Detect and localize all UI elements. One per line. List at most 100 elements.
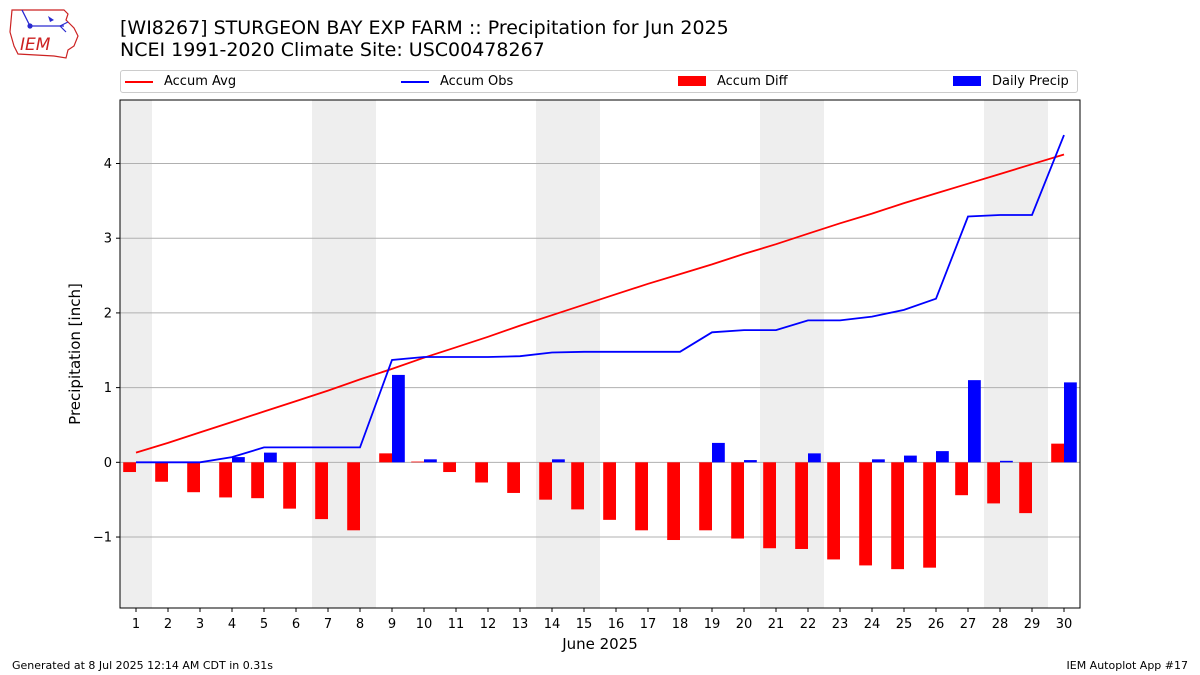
accum-diff-bar [283, 462, 296, 509]
accum-diff-bar [1019, 462, 1032, 514]
daily-precip-bar [264, 452, 277, 463]
accum-diff-bar [411, 461, 424, 463]
x-tick-label: 1 [132, 617, 140, 632]
x-tick-label: 2 [164, 617, 172, 632]
accum-diff-bar [1051, 443, 1064, 463]
x-tick-label: 9 [388, 617, 396, 632]
legend-label-accum-diff: Accum Diff [717, 74, 788, 89]
autoplot-app-label: IEM Autoplot App #17 [1066, 659, 1189, 672]
x-tick-label: 13 [512, 617, 529, 632]
weekend-shade [312, 100, 344, 608]
accum-diff-bar [187, 462, 200, 493]
x-tick-label: 10 [416, 617, 433, 632]
weekend-shade [568, 100, 600, 608]
accum-diff-bar [795, 462, 808, 549]
weekend-shade [1016, 100, 1048, 608]
x-tick-label: 21 [768, 617, 785, 632]
x-tick-label: 29 [1024, 617, 1041, 632]
accum-diff-bar [763, 462, 776, 549]
y-tick-label: 2 [104, 306, 112, 321]
legend-label-accum-obs: Accum Obs [440, 74, 514, 89]
daily-precip-bar [968, 380, 981, 463]
accum-diff-bar [347, 462, 360, 531]
accum-diff-bar [891, 462, 904, 570]
weekend-shade [120, 100, 152, 608]
daily-precip-bar [232, 457, 245, 463]
x-tick-label: 14 [544, 617, 561, 632]
legend-swatch-accum-avg [125, 81, 153, 83]
x-tick-label: 15 [576, 617, 593, 632]
daily-precip-bar [872, 459, 885, 463]
accum-diff-bar [827, 462, 840, 560]
chart-legend: Accum Avg Accum Obs Accum Diff Daily Pre… [120, 70, 1078, 93]
accum-diff-bar [475, 462, 488, 483]
daily-precip-bar [808, 453, 821, 463]
x-tick-label: 5 [260, 617, 268, 632]
daily-precip-bar [936, 451, 949, 463]
x-tick-label: 25 [896, 617, 913, 632]
daily-precip-bar [1000, 460, 1013, 463]
accum-diff-bar [955, 462, 968, 496]
x-tick-label: 26 [928, 617, 945, 632]
chart-title: [WI8267] STURGEON BAY EXP FARM :: Precip… [120, 17, 729, 39]
y-tick-label: 3 [104, 232, 112, 247]
daily-precip-bar [1064, 382, 1077, 463]
legend-label-daily-precip: Daily Precip [992, 74, 1069, 89]
chart-subtitle: NCEI 1991-2020 Climate Site: USC00478267 [120, 39, 545, 61]
y-tick-label: 0 [104, 456, 112, 471]
x-tick-label: 20 [736, 617, 753, 632]
daily-precip-bar [904, 455, 917, 463]
y-axis-label: Precipitation [inch] [66, 283, 84, 425]
accum-diff-bar [443, 462, 456, 473]
x-tick-label: 23 [832, 617, 849, 632]
x-tick-label: 30 [1056, 617, 1073, 632]
accum-diff-bar [251, 462, 264, 499]
accum-diff-bar [571, 462, 584, 510]
weekend-shade [984, 100, 1016, 608]
x-tick-label: 8 [356, 617, 364, 632]
accum-diff-bar [987, 462, 1000, 504]
x-tick-label: 11 [448, 617, 465, 632]
accum-diff-bar [155, 462, 168, 482]
legend-swatch-daily-precip [953, 76, 981, 86]
accum-diff-bar [603, 462, 616, 520]
iem-logo: IEM [9, 9, 79, 59]
y-tick-label: −1 [93, 531, 112, 546]
accum-diff-bar [315, 462, 328, 520]
plot-frame [119, 99, 1081, 609]
x-tick-label: 17 [640, 617, 657, 632]
x-tick-label: 16 [608, 617, 625, 632]
accum-diff-bar [379, 453, 392, 463]
daily-precip-bar [392, 374, 405, 463]
accum-obs-line [136, 134, 1065, 464]
x-tick-label: 4 [228, 617, 236, 632]
x-tick-label: 3 [196, 617, 204, 632]
x-axis-label: June 2025 [561, 635, 638, 653]
daily-precip-bar [424, 459, 437, 463]
daily-precip-bar [552, 459, 565, 463]
legend-label-accum-avg: Accum Avg [164, 74, 237, 89]
legend-swatch-accum-diff [678, 76, 706, 86]
x-tick-label: 27 [960, 617, 977, 632]
generated-timestamp: Generated at 8 Jul 2025 12:14 AM CDT in … [12, 659, 273, 672]
accum-diff-bar [699, 462, 712, 531]
accum-diff-bar [731, 462, 744, 539]
x-tick-label: 28 [992, 617, 1009, 632]
x-tick-label: 19 [704, 617, 721, 632]
accum-avg-line [135, 153, 1065, 454]
x-tick-label: 24 [864, 617, 881, 632]
y-tick-label: 1 [104, 381, 112, 396]
x-tick-label: 6 [292, 617, 300, 632]
accum-diff-bar [507, 462, 520, 493]
daily-precip-bar [712, 442, 725, 463]
logo-text: IEM [20, 35, 51, 55]
accum-diff-bar [923, 462, 936, 568]
accum-diff-bar [219, 462, 232, 498]
x-tick-label: 18 [672, 617, 689, 632]
accum-diff-bar [635, 462, 648, 531]
x-tick-label: 7 [324, 617, 332, 632]
accum-diff-bar [859, 462, 872, 566]
accum-diff-bar [539, 462, 552, 500]
x-tick-label: 12 [480, 617, 497, 632]
